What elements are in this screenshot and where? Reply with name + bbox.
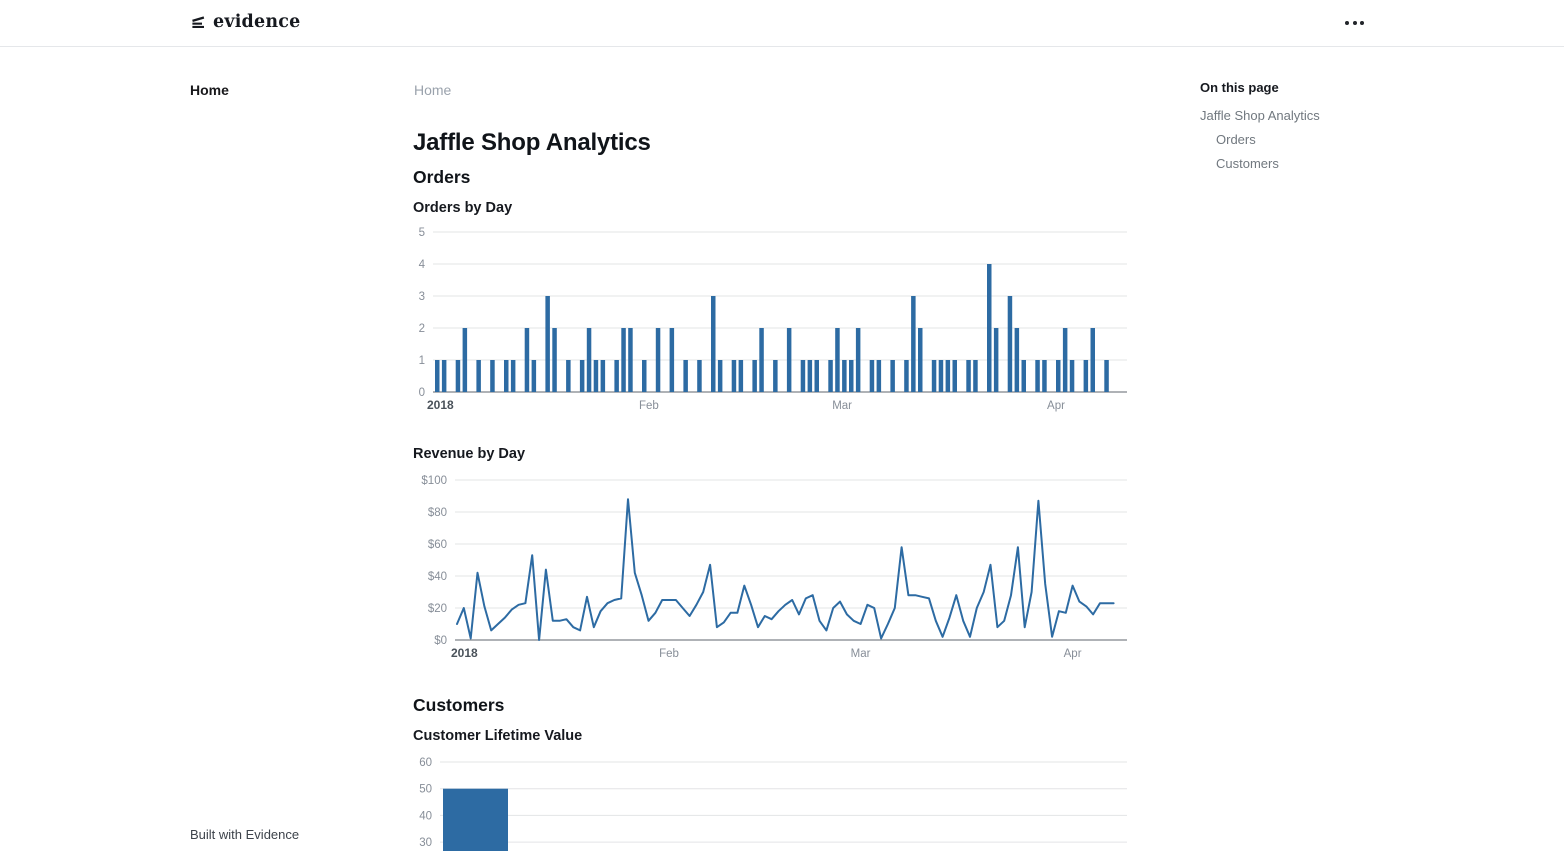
svg-text:Mar: Mar <box>832 400 852 412</box>
svg-text:50: 50 <box>419 784 432 796</box>
svg-text:$100: $100 <box>421 475 447 487</box>
ellipsis-dot <box>1352 21 1357 25</box>
svg-text:$80: $80 <box>428 507 447 519</box>
svg-text:Feb: Feb <box>639 400 659 412</box>
svg-text:3: 3 <box>419 291 425 303</box>
sidebar-item-home[interactable]: Home <box>190 82 229 98</box>
svg-text:Apr: Apr <box>1064 648 1082 660</box>
svg-text:40: 40 <box>419 810 432 822</box>
section-heading-customers: Customers <box>413 695 505 715</box>
toc-link-customers[interactable]: Customers <box>1216 156 1279 171</box>
svg-text:4: 4 <box>419 259 426 271</box>
svg-text:5: 5 <box>419 227 425 239</box>
svg-text:2: 2 <box>419 323 425 335</box>
svg-text:2018: 2018 <box>427 398 454 412</box>
revenue-by-day-line-chart[interactable]: $0 $20 $40 $60 $80 $100 2018 Feb Mar Apr <box>413 472 1127 664</box>
orders-by-day-bar-chart[interactable]: 0 1 2 3 4 5 2018 Feb Mar Apr <box>413 227 1127 418</box>
built-with-evidence-link[interactable]: Built with Evidence <box>190 827 300 842</box>
chart-title-revenue-by-day: Revenue by Day <box>413 446 526 462</box>
toc-link-orders[interactable]: Orders <box>1216 132 1256 147</box>
breadcrumb-home-link[interactable]: Home <box>414 82 452 98</box>
svg-text:Feb: Feb <box>659 648 679 660</box>
evidence-logo[interactable]: evidence <box>190 12 300 32</box>
svg-text:30: 30 <box>419 837 432 849</box>
toc-heading: On this page <box>1200 80 1279 95</box>
top-header: evidence <box>0 0 1564 47</box>
svg-text:Apr: Apr <box>1047 400 1065 412</box>
svg-text:2018: 2018 <box>451 646 478 660</box>
evidence-logo-icon <box>192 16 205 28</box>
svg-text:$20: $20 <box>428 603 447 615</box>
chart-title-customer-lifetime-value: Customer Lifetime Value <box>413 728 583 744</box>
ellipsis-dot <box>1360 21 1364 25</box>
svg-text:$40: $40 <box>428 571 447 583</box>
evidence-logo-text: evidence <box>213 12 301 32</box>
ellipsis-dot <box>1345 21 1349 25</box>
chart-title-orders-by-day: Orders by Day <box>413 200 513 216</box>
toc-link-jaffle-shop-analytics[interactable]: Jaffle Shop Analytics <box>1200 108 1320 123</box>
svg-text:0: 0 <box>419 387 425 399</box>
section-heading-orders: Orders <box>413 167 471 187</box>
svg-text:60: 60 <box>419 757 432 769</box>
customer-lifetime-value-bar-chart[interactable]: 60 50 40 30 <box>413 753 1127 851</box>
svg-text:1: 1 <box>419 355 425 367</box>
svg-text:$0: $0 <box>434 635 447 647</box>
overflow-menu-button[interactable] <box>1343 19 1366 27</box>
page-title: Jaffle Shop Analytics <box>413 129 651 156</box>
svg-text:$60: $60 <box>428 539 447 551</box>
svg-text:Mar: Mar <box>851 648 871 660</box>
